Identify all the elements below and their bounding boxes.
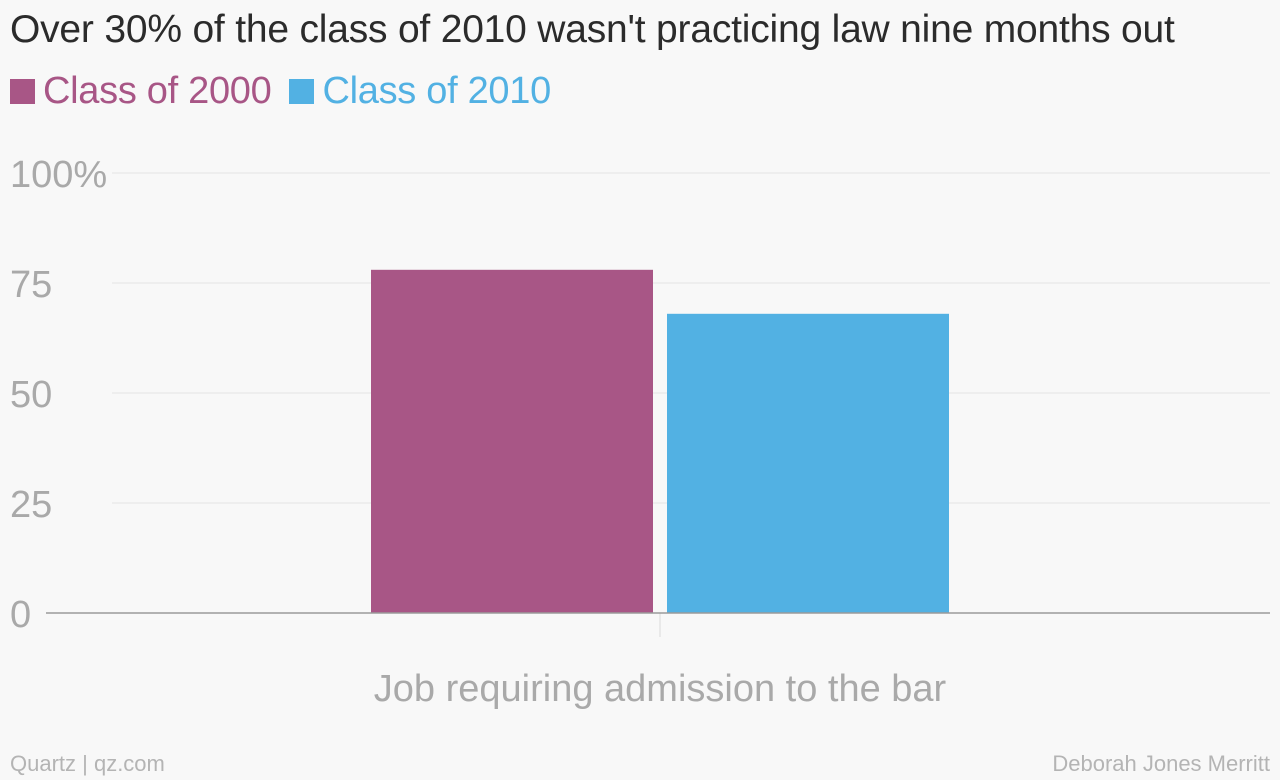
- legend-label-class-of-2010: Class of 2010: [322, 70, 551, 112]
- x-tick-label: Job requiring admission to the bar: [374, 668, 947, 710]
- legend: Class of 2000 Class of 2010: [10, 70, 569, 113]
- y-tick-label: 25: [10, 484, 52, 526]
- legend-label-class-of-2000: Class of 2000: [43, 70, 272, 112]
- y-tick-label: 75: [10, 264, 52, 306]
- y-tick-label: 100%: [10, 154, 107, 196]
- legend-item-class-of-2010: Class of 2010: [289, 70, 551, 113]
- source-text: Quartz | qz.com: [10, 751, 165, 776]
- y-tick-label: 50: [10, 374, 52, 416]
- legend-swatch-class-of-2010: [289, 79, 315, 104]
- chart-title: Over 30% of the class of 2010 wasn't pra…: [10, 8, 1175, 51]
- credit-text: Deborah Jones Merritt: [1052, 751, 1270, 776]
- bar-class-of-2000: [371, 269, 653, 613]
- legend-item-class-of-2000: Class of 2000: [10, 70, 272, 113]
- legend-swatch-class-of-2000: [10, 79, 35, 104]
- y-tick-label: 0: [10, 594, 31, 636]
- bar-class-of-2010: [667, 313, 949, 613]
